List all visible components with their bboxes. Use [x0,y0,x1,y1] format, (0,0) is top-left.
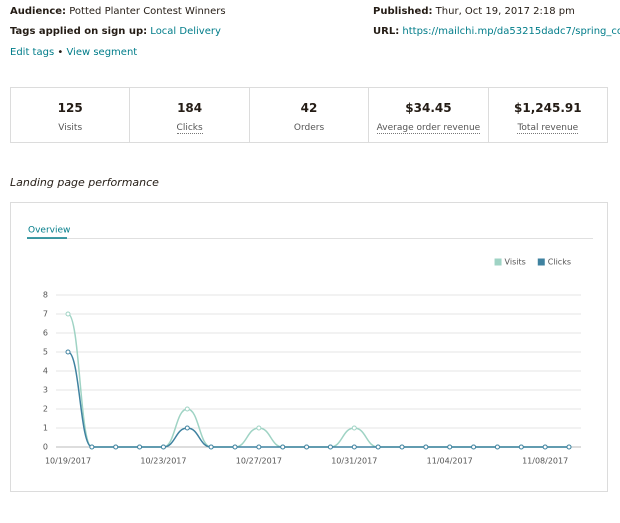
link[interactable]: View segment [66,47,138,58]
legend-label: Clicks [548,258,571,267]
point [184,425,190,431]
url: URL: https://mailchi.mp/da53215dadc7/spr… [373,26,620,37]
published: Published: Thur, Oct 19, 2017 2:18 pm [373,6,575,17]
stat-label: Clicks [176,123,203,134]
stat-label: Visits [58,123,83,133]
stats: 125 Visits 184 Clicks 42 Orders $34.45 Average … [10,87,608,143]
stat: $1,245.91 Total revenue [487,88,607,142]
series-line [67,313,569,448]
point [566,444,572,450]
point [375,444,381,450]
point [256,444,262,450]
point [494,444,500,450]
chart: Overview 0 1 2 3 4 5 6 7 8 10/19/2017 10/23/2017 10… [27,226,593,466]
point [232,444,238,450]
point [542,444,548,450]
series-line [67,351,569,448]
stat: 42 Orders [248,88,368,142]
point [113,444,119,450]
legend-label: Visits [505,258,526,267]
point [471,444,477,450]
point [65,311,71,317]
x-tick-label: 10/19/2017 [45,457,91,466]
point [256,425,262,431]
y-tick-label: 5 [43,348,48,357]
point [351,425,357,431]
point [89,444,95,450]
label: URL: [373,26,400,37]
x-tick-label: 10/27/2017 [236,457,282,466]
y-tick-label: 2 [43,405,48,414]
stat-label: Orders [293,123,325,133]
label: Audience: [10,6,67,17]
y-tick-label: 8 [43,291,48,300]
actions: Edit tags • View segment [10,47,137,58]
tab[interactable]: Overview [28,226,70,236]
stat: $34.45 Average order revenue [368,88,487,142]
value: Potted Planter Contest Winners [69,6,226,17]
x-tick-label: 10/23/2017 [140,457,186,466]
y-tick-label: 7 [43,310,48,319]
y-tick-label: 3 [43,386,48,395]
x-tick-label: 11/04/2017 [427,457,473,466]
legend-swatch [537,258,545,266]
label: Tags applied on sign up: [10,26,148,37]
point [208,444,214,450]
stat: 125 Visits [11,88,129,142]
y-tick-label: 0 [43,443,48,452]
audience: Audience: Potted Planter Contest Winners [10,6,226,17]
link[interactable]: Local Delivery [150,26,221,37]
point [304,444,310,450]
stat-value: 42 [300,101,318,115]
point [423,444,429,450]
tags: Tags applied on sign up: Local Delivery [10,26,221,37]
x-tick-label: 10/31/2017 [331,457,377,466]
point [327,444,333,450]
x-tick-label: 11/08/2017 [522,457,568,466]
chart-card: Overview 0 1 2 3 4 5 6 7 8 10/19/2017 10/23/2017 10… [10,202,608,492]
y-tick-label: 6 [43,329,48,338]
y-tick-label: 4 [43,367,48,376]
stat-value: $34.45 [405,101,452,115]
point [399,444,405,450]
stat-label: Total revenue [517,123,579,134]
link[interactable]: Edit tags [10,47,55,58]
label: Published: [373,6,433,17]
stat: 184 Clicks [129,88,248,142]
point [280,444,286,450]
point [447,444,453,450]
point [160,444,166,450]
y-tick-label: 1 [43,424,48,433]
point [518,444,524,450]
section-title: Landing page performance [10,176,159,189]
separator: • [57,47,64,58]
legend-swatch [494,258,502,266]
link[interactable]: https://mailchi.mp/da53215dadc7/spring_c… [402,26,620,37]
stat-label: Average order revenue [376,123,481,134]
point [351,444,357,450]
point [137,444,143,450]
stat-value: 125 [57,101,83,115]
point [184,406,190,412]
value: Thur, Oct 19, 2017 2:18 pm [435,6,575,17]
point [65,349,71,355]
stat-value: $1,245.91 [514,101,582,115]
stat-value: 184 [177,101,203,115]
